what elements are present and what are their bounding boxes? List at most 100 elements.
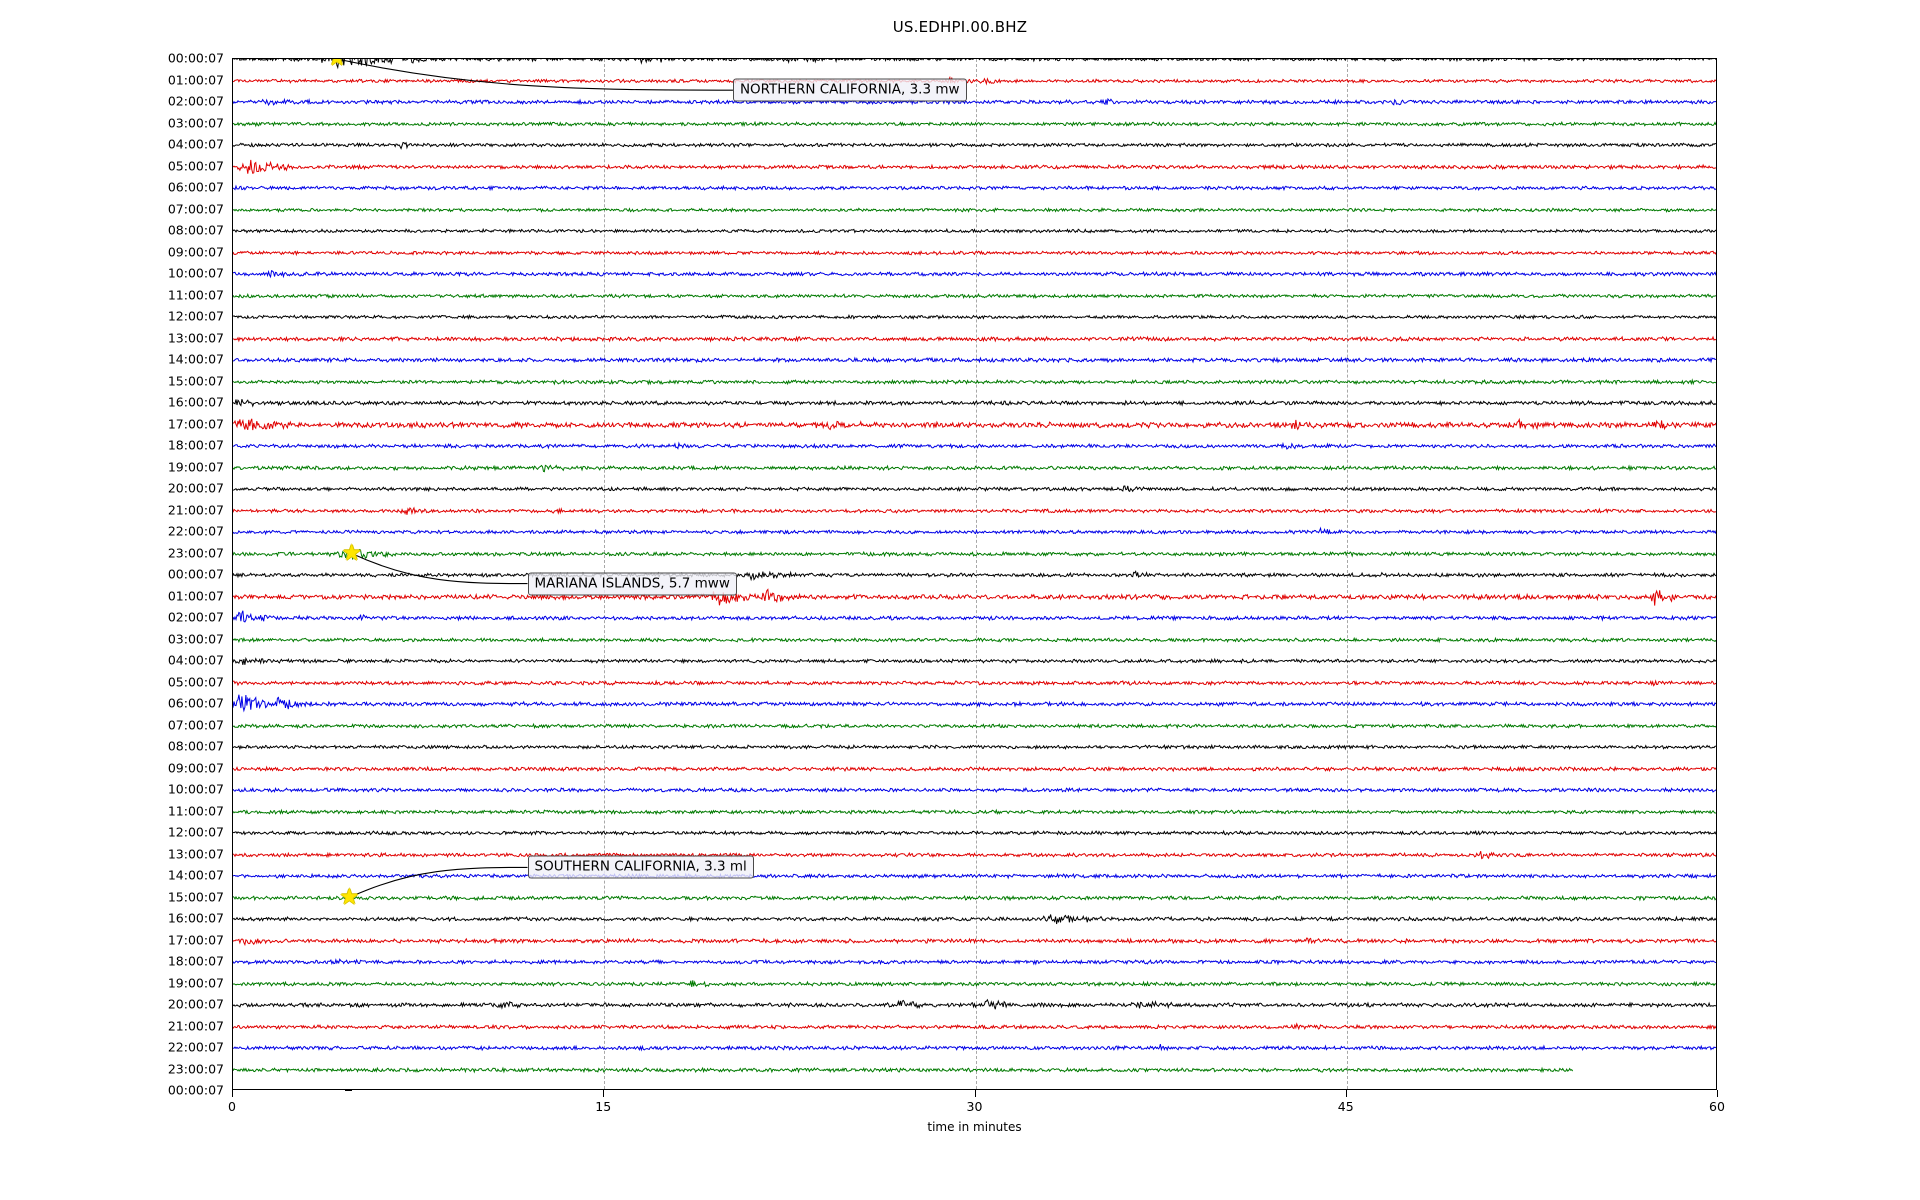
trace-row <box>233 1033 1716 1063</box>
y-tick-label: 08:00:07 <box>167 222 224 238</box>
trace-line <box>233 571 1716 579</box>
y-tick-label: 02:00:07 <box>167 93 224 109</box>
trace-row <box>233 603 1716 633</box>
trace-row <box>233 625 1716 655</box>
y-tick-label: 23:00:07 <box>167 1061 224 1076</box>
trace-line <box>233 959 1716 964</box>
x-tick-label: 45 <box>1337 1099 1354 1114</box>
trace-line <box>233 874 1716 878</box>
event-label-box[interactable]: NORTHERN CALIFORNIA, 3.3 mw <box>732 78 967 102</box>
trace-line <box>233 831 1716 835</box>
y-tick-label: 06:00:07 <box>167 695 224 711</box>
y-axis-tick-labels: 00:00:07 01:00:07 02:00:07 03:00:07 04:00:07… <box>120 51 352 1098</box>
x-tick-mark <box>974 1090 976 1097</box>
trace-row <box>233 109 1716 139</box>
trace-row <box>233 152 1716 182</box>
trace-row <box>233 732 1716 762</box>
trace-row <box>233 582 1716 612</box>
trace-line <box>233 915 1716 924</box>
trace-row <box>233 1012 1716 1042</box>
trace-row <box>233 496 1716 526</box>
trace-line <box>233 336 1716 340</box>
y-tick-label: 13:00:07 <box>167 846 224 861</box>
trace-row <box>233 367 1716 397</box>
y-tick-label: 00:00:07 <box>167 566 224 582</box>
y-tick-label: 10:00:07 <box>167 781 224 797</box>
trace-row <box>233 87 1716 117</box>
trace-row <box>233 969 1716 999</box>
event-label-box[interactable]: MARIANA ISLANDS, 5.7 mww <box>527 572 737 596</box>
y-tick-label: 10:00:07 <box>167 265 224 281</box>
event-label-box[interactable]: SOUTHERN CALIFORNIA, 3.3 ml <box>527 855 754 879</box>
trace-line <box>233 851 1716 858</box>
trace-line <box>233 745 1716 749</box>
y-tick-label: 22:00:07 <box>167 523 224 539</box>
y-tick-label: 16:00:07 <box>167 394 224 410</box>
y-tick-label: 09:00:07 <box>167 244 224 259</box>
trace-row <box>233 883 1716 913</box>
y-tick-label: 09:00:07 <box>167 760 224 775</box>
trace-row <box>233 474 1716 504</box>
x-tick-mark <box>232 1090 233 1097</box>
gridline-30 <box>975 59 977 1089</box>
y-tick-label: 20:00:07 <box>167 480 224 496</box>
trace-line <box>233 1068 1573 1072</box>
y-tick-label: 22:00:07 <box>167 1039 224 1055</box>
trace-line <box>233 681 1716 686</box>
trace-row <box>233 173 1716 203</box>
trace-line <box>233 294 1716 298</box>
trace-row <box>233 689 1716 719</box>
x-axis-ticks: 0 15 30 45 60 <box>228 1090 1725 1140</box>
gridline-45 <box>1346 59 1348 1089</box>
trace-row <box>233 302 1716 332</box>
y-tick-label: 08:00:07 <box>167 738 224 754</box>
x-tick-label: 30 <box>966 1099 983 1114</box>
trace-row <box>233 904 1716 934</box>
trace-line <box>233 695 1716 711</box>
y-tick-label: 04:00:07 <box>167 136 224 152</box>
trace-row <box>233 947 1716 977</box>
y-tick-label: 07:00:07 <box>167 717 224 732</box>
y-tick-label: 23:00:07 <box>167 545 224 560</box>
trace-row <box>233 1055 1716 1085</box>
y-tick-label: 00:00:07 <box>167 50 224 66</box>
trace-row <box>233 711 1716 741</box>
trace-line <box>233 208 1716 211</box>
trace-line <box>233 122 1716 126</box>
trace-row <box>233 797 1716 827</box>
trace-line <box>233 638 1716 642</box>
trace-line <box>233 549 1716 559</box>
y-tick-label: 17:00:07 <box>167 416 224 431</box>
y-tick-label: 19:00:07 <box>167 459 224 474</box>
x-tick-mark <box>1345 1090 1347 1097</box>
y-tick-label: 12:00:07 <box>167 308 224 324</box>
trace-line <box>233 186 1716 190</box>
trace-line <box>233 528 1716 534</box>
y-tick-label: 02:00:07 <box>167 609 224 625</box>
trace-line <box>233 767 1716 771</box>
x-tick-mark <box>1717 1090 1718 1097</box>
y-tick-label: 14:00:07 <box>167 351 224 367</box>
trace-line <box>233 399 1716 406</box>
y-tick-label: 13:00:07 <box>167 330 224 345</box>
trace-row <box>233 775 1716 805</box>
trace-line <box>233 251 1716 255</box>
trace-line <box>233 271 1716 277</box>
trace-line <box>233 938 1716 945</box>
x-axis-label: time in minutes <box>927 1120 1022 1134</box>
trace-line <box>233 896 1716 900</box>
y-tick-label: 03:00:07 <box>167 115 224 130</box>
y-tick-label: 16:00:07 <box>167 910 224 926</box>
x-tick-mark <box>603 1090 605 1097</box>
y-tick-label: 06:00:07 <box>167 179 224 195</box>
y-tick-label: 18:00:07 <box>167 953 224 969</box>
y-tick-label: 19:00:07 <box>167 975 224 990</box>
y-tick-label: 11:00:07 <box>167 803 224 818</box>
trace-line <box>233 611 1716 622</box>
trace-line <box>233 229 1716 232</box>
seismogram-plot-area[interactable]: NORTHERN CALIFORNIA, 3.3 mw ★ MARIANA ISLA… <box>232 58 1717 1090</box>
y-tick-label: 05:00:07 <box>167 674 224 689</box>
y-tick-mark <box>345 1090 352 1091</box>
y-tick-label: 04:00:07 <box>167 652 224 668</box>
trace-row <box>233 668 1716 698</box>
